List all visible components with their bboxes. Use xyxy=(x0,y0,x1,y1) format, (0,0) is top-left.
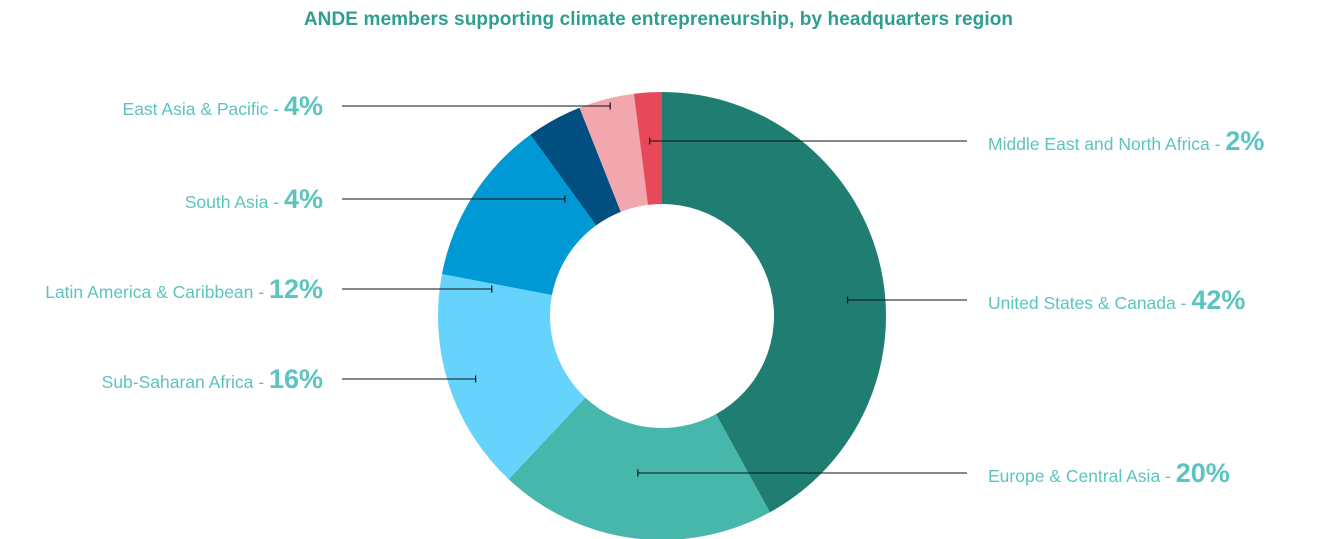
slice-label-name: Sub-Saharan Africa - xyxy=(102,372,269,392)
slice-label-value: 4% xyxy=(284,91,323,121)
slice-label-name: East Asia & Pacific - xyxy=(123,99,284,119)
slice-east-asia-pacific xyxy=(579,93,648,212)
slice-latin-america-caribbean xyxy=(441,134,597,296)
slice-label-name: Latin America & Caribbean - xyxy=(45,282,269,302)
slice-label-value: 12% xyxy=(269,274,323,304)
slice-label: Latin America & Caribbean - 12% xyxy=(45,274,323,304)
slice-label: Sub-Saharan Africa - 16% xyxy=(102,364,323,394)
slice-label: Middle East and North Africa - 2% xyxy=(988,126,1264,156)
slice-united-states-canada xyxy=(662,92,887,513)
chart-title: ANDE members supporting climate entrepre… xyxy=(303,9,1014,30)
slice-middle-east-and-north-africa xyxy=(633,92,662,205)
slice-label-value: 4% xyxy=(284,184,323,214)
slice-south-asia xyxy=(530,107,621,226)
slice-label-name: Middle East and North Africa - xyxy=(988,134,1225,154)
slice-label-name: South Asia - xyxy=(185,192,284,212)
slice-label-value: 16% xyxy=(269,364,323,394)
slice-label: East Asia & Pacific - 4% xyxy=(123,91,323,121)
slice-label-name: United States & Canada - xyxy=(988,293,1191,313)
slice-label-value: 20% xyxy=(1176,458,1230,488)
slice-label: United States & Canada - 42% xyxy=(988,285,1245,315)
slice-label-value: 2% xyxy=(1225,126,1264,156)
slice-sub-saharan-africa xyxy=(438,274,586,480)
slice-europe-central-asia xyxy=(508,397,770,539)
slice-label-name: Europe & Central Asia - xyxy=(988,466,1176,486)
slice-label: South Asia - 4% xyxy=(185,184,323,214)
slice-label: Europe & Central Asia - 20% xyxy=(988,458,1230,488)
slice-label-value: 42% xyxy=(1191,285,1245,315)
